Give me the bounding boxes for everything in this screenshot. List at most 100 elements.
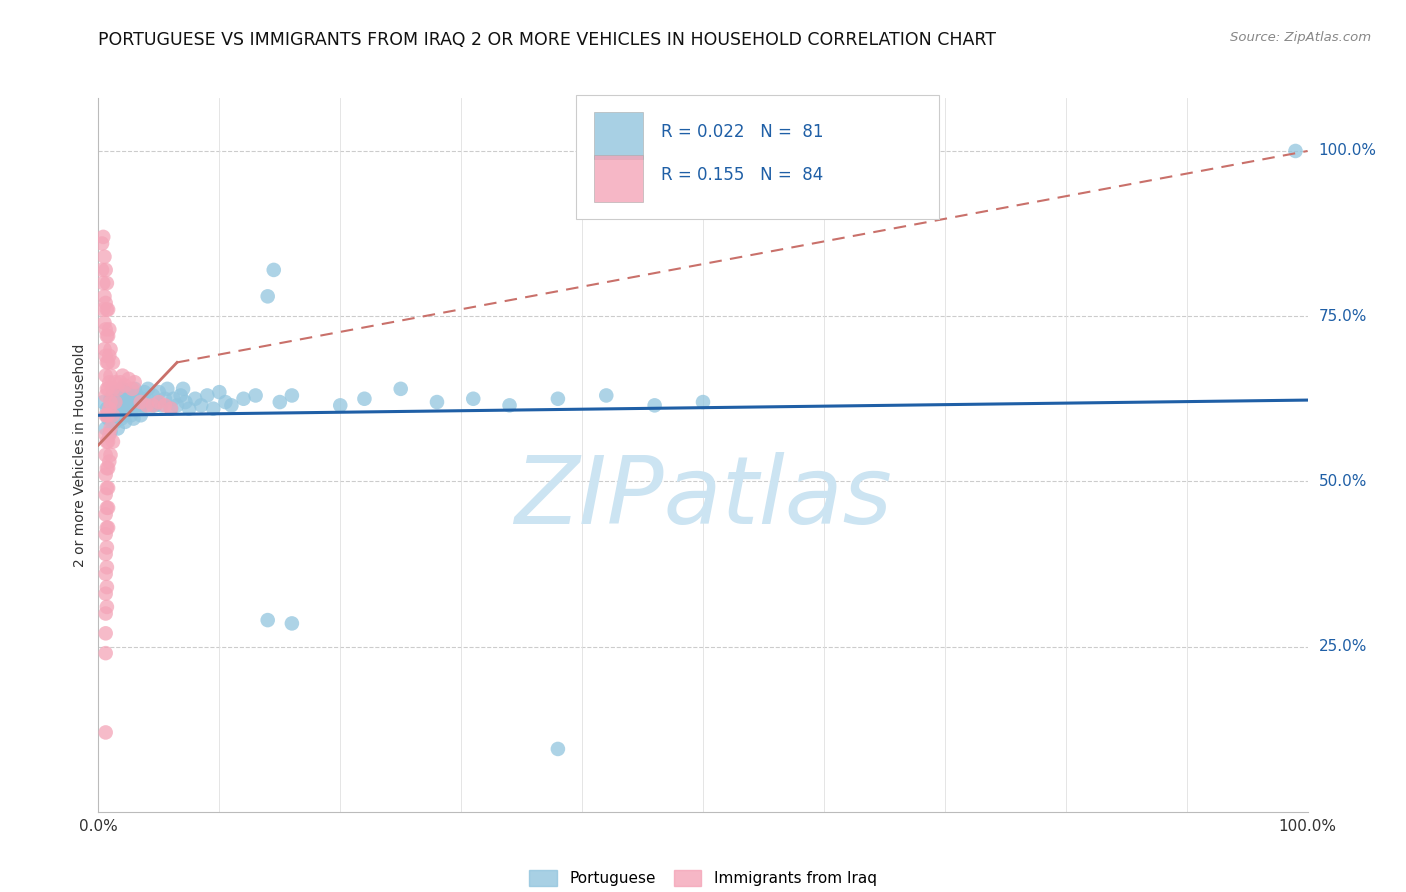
Point (94, 296, 117, 310)
Point (214, 395, 236, 409)
Point (96, 481, 118, 495)
Point (101, 388, 124, 402)
Point (281, 616, 304, 631)
Point (121, 382, 143, 396)
Point (150, 398, 173, 412)
Point (208, 385, 231, 400)
Point (94, 566, 117, 581)
Point (692, 395, 714, 409)
Point (177, 401, 201, 416)
Point (115, 401, 138, 416)
Point (166, 398, 188, 412)
Point (595, 388, 617, 402)
Point (96, 580, 118, 594)
Point (96, 302, 118, 317)
Point (98, 376, 121, 390)
Point (93, 342, 115, 356)
Point (103, 398, 125, 412)
Point (97, 302, 120, 317)
Point (94, 487, 117, 501)
Point (101, 434, 124, 449)
Point (353, 392, 375, 406)
Point (96, 500, 118, 515)
Point (98, 322, 121, 336)
Point (97, 411, 120, 425)
Point (91, 230, 114, 244)
Point (94, 508, 117, 522)
Point (256, 289, 278, 303)
Point (96, 599, 118, 614)
Point (97, 409, 120, 423)
Point (174, 395, 197, 409)
Point (97, 500, 120, 515)
Point (97, 481, 120, 495)
Point (122, 411, 145, 425)
Point (108, 376, 131, 390)
Text: ZIPatlas: ZIPatlas (515, 452, 891, 543)
Text: 50.0%: 50.0% (1319, 474, 1367, 489)
Point (94, 388, 117, 402)
Point (281, 388, 304, 402)
Point (153, 392, 176, 406)
Point (134, 385, 156, 400)
Point (131, 398, 153, 412)
Point (143, 398, 166, 412)
Point (263, 263, 285, 277)
Point (96, 434, 118, 449)
Point (129, 409, 152, 423)
Point (127, 388, 149, 402)
Point (114, 378, 136, 392)
Point (96, 382, 118, 396)
Point (91, 395, 114, 409)
Point (172, 382, 194, 396)
Text: R = 0.022   N =  81: R = 0.022 N = 81 (661, 123, 823, 141)
Point (110, 411, 132, 425)
Point (107, 382, 129, 396)
Point (125, 398, 148, 412)
Point (96, 461, 118, 475)
Point (256, 613, 278, 627)
Point (96, 276, 118, 290)
Point (97, 355, 120, 369)
Point (94, 467, 117, 482)
Point (96, 560, 118, 574)
Point (156, 382, 179, 396)
Point (100, 395, 122, 409)
Point (142, 388, 165, 402)
Point (104, 385, 127, 400)
Point (118, 398, 141, 412)
Point (105, 409, 128, 423)
Point (169, 388, 191, 402)
Point (96, 541, 118, 555)
Point (104, 395, 127, 409)
Point (93, 250, 115, 264)
Point (98, 428, 121, 442)
Point (114, 392, 136, 406)
Point (91, 302, 114, 317)
Point (100, 368, 122, 383)
Point (98, 349, 121, 363)
Point (547, 742, 569, 756)
Point (129, 395, 152, 409)
Point (97, 461, 120, 475)
Point (111, 368, 134, 383)
FancyBboxPatch shape (595, 112, 643, 159)
Point (329, 398, 352, 412)
Point (184, 392, 207, 406)
Point (108, 405, 131, 419)
Point (94, 322, 117, 336)
Point (111, 398, 134, 412)
Point (389, 382, 412, 396)
Point (94, 725, 117, 739)
Point (100, 342, 122, 356)
Point (94, 448, 117, 462)
Point (94, 409, 117, 423)
Point (97, 329, 120, 343)
Point (547, 392, 569, 406)
Point (94, 626, 117, 640)
Point (153, 398, 176, 412)
Point (498, 398, 520, 412)
Text: 25.0%: 25.0% (1319, 639, 1367, 654)
Point (114, 415, 136, 429)
Point (101, 409, 124, 423)
